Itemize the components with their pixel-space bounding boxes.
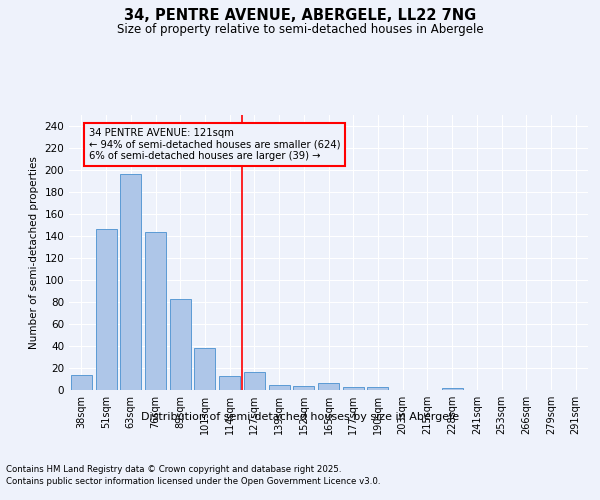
Bar (71, 374, 92, 390)
Bar (170, 298, 191, 390)
Bar (244, 372, 265, 390)
Bar (145, 232, 166, 390)
Bar (343, 386, 364, 390)
Text: 34 PENTRE AVENUE: 121sqm
← 94% of semi-detached houses are smaller (624)
6% of s: 34 PENTRE AVENUE: 121sqm ← 94% of semi-d… (89, 128, 340, 162)
Text: Contains HM Land Registry data © Crown copyright and database right 2025.: Contains HM Land Registry data © Crown c… (6, 465, 341, 474)
Bar (219, 376, 240, 390)
Text: Distribution of semi-detached houses by size in Abergele: Distribution of semi-detached houses by … (141, 412, 459, 422)
Bar (95, 230, 116, 390)
Text: 34, PENTRE AVENUE, ABERGELE, LL22 7NG: 34, PENTRE AVENUE, ABERGELE, LL22 7NG (124, 8, 476, 22)
Bar (442, 388, 463, 390)
Bar (318, 384, 339, 390)
Text: Size of property relative to semi-detached houses in Abergele: Size of property relative to semi-detach… (116, 22, 484, 36)
Text: Contains public sector information licensed under the Open Government Licence v3: Contains public sector information licen… (6, 478, 380, 486)
Bar (120, 174, 141, 390)
Bar (367, 386, 388, 390)
Bar (194, 348, 215, 390)
Bar (293, 386, 314, 390)
Bar (269, 384, 290, 390)
Y-axis label: Number of semi-detached properties: Number of semi-detached properties (29, 156, 39, 349)
